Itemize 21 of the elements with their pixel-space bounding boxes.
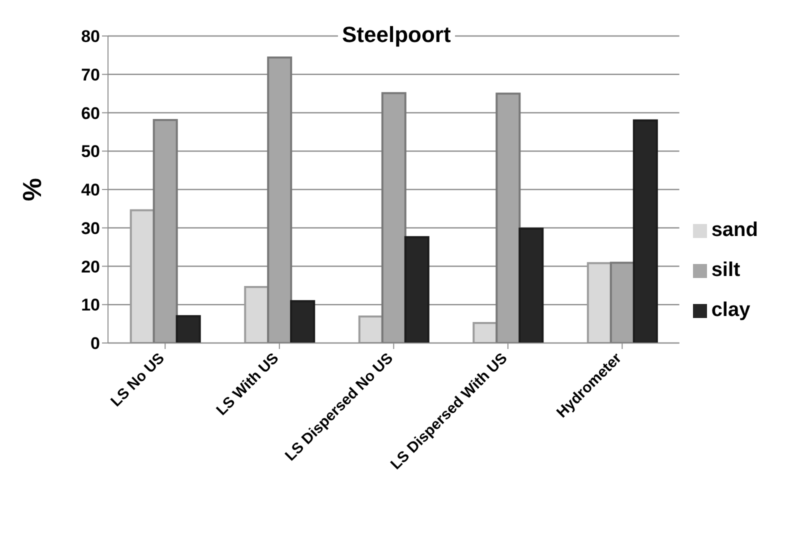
bar xyxy=(290,300,316,343)
y-tick-label: 50 xyxy=(81,142,100,162)
bar xyxy=(176,315,201,343)
y-tick-label: 80 xyxy=(81,27,100,46)
bar xyxy=(404,236,430,343)
y-tick-label: 10 xyxy=(81,296,100,315)
bar xyxy=(632,119,658,343)
y-axis-title: % xyxy=(17,178,48,202)
legend-label: clay xyxy=(711,298,750,320)
y-tick-label: 20 xyxy=(81,257,100,276)
x-tick-label: LS With US xyxy=(213,350,282,419)
bar xyxy=(518,228,544,343)
chart-title: Steelpoort xyxy=(338,22,455,48)
y-tick-label: 30 xyxy=(81,218,100,238)
x-tick-label: LS No US xyxy=(108,350,168,410)
legend-label: sand xyxy=(711,218,758,240)
y-tick-label: 0 xyxy=(90,334,100,354)
y-tick-label: 40 xyxy=(81,180,100,200)
y-tick-label: 70 xyxy=(81,65,100,84)
y-tick-label: 60 xyxy=(81,104,100,123)
legend-label: silt xyxy=(711,258,740,280)
